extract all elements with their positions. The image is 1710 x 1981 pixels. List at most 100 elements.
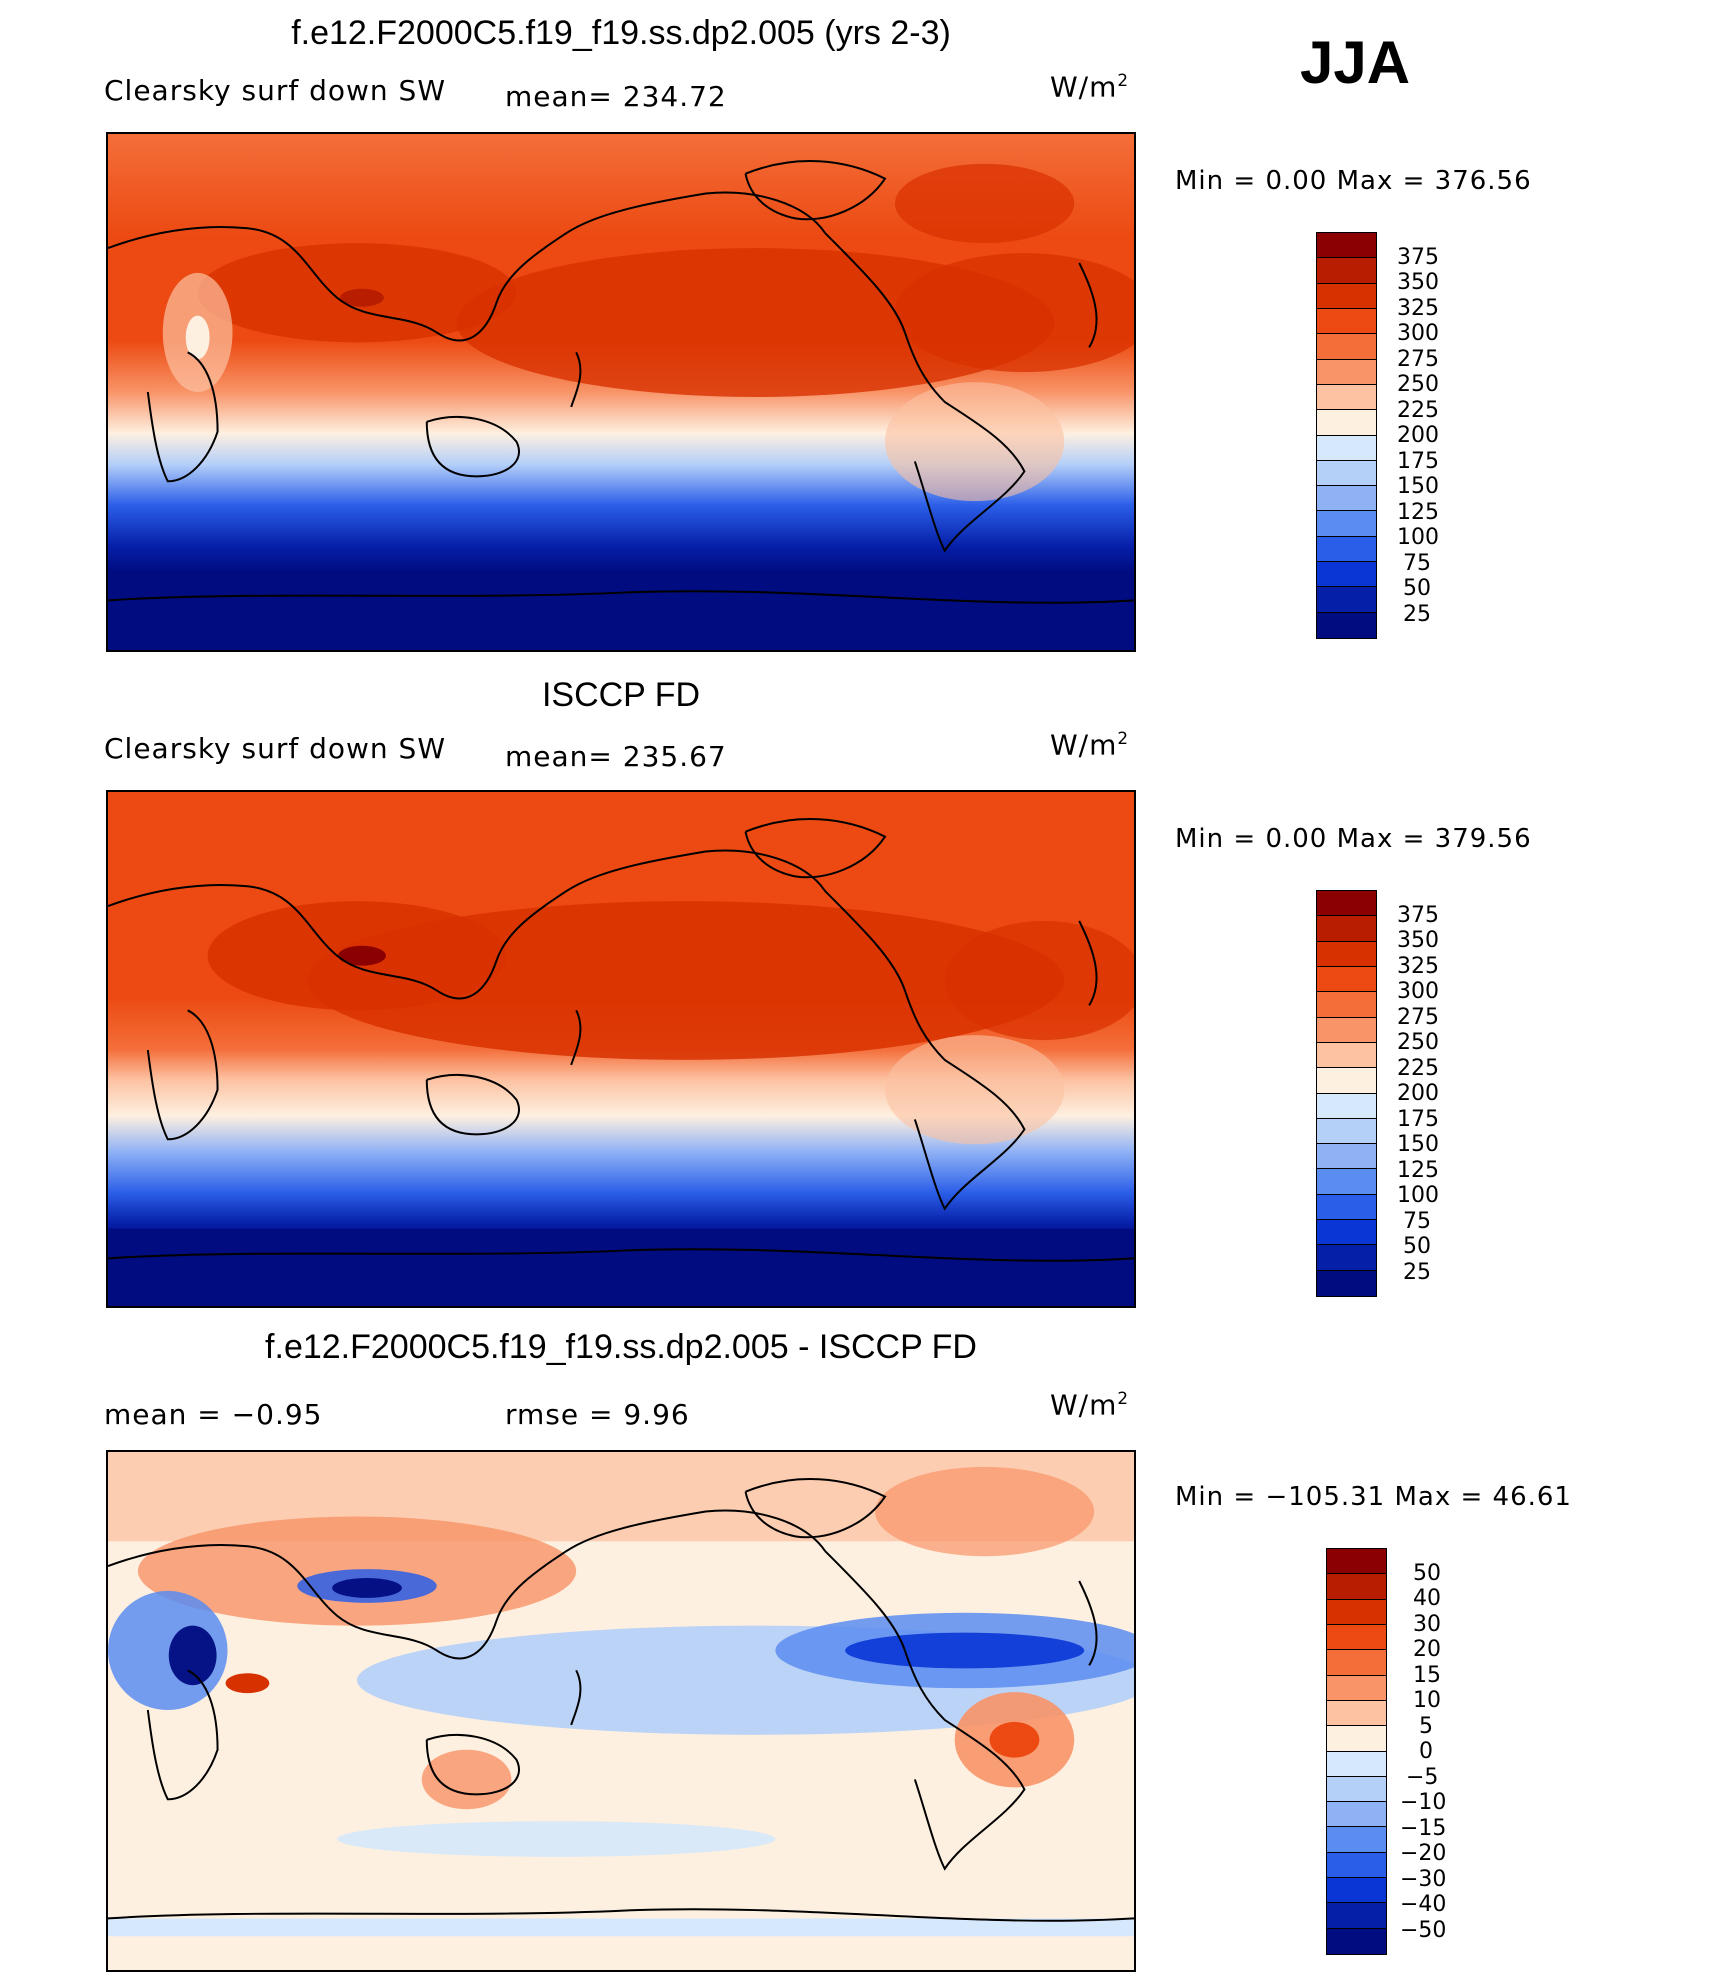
panel2-colorbar-swatch (1317, 966, 1376, 993)
panel3-colorbar-tick: −15 (1400, 1816, 1447, 1841)
panel3-colorbar-tick: −5 (1406, 1765, 1439, 1790)
panel1-colorbar-swatch (1317, 562, 1376, 588)
panel1-colorbar-swatch (1317, 359, 1376, 385)
panel3-colorbar-swatch (1327, 1751, 1386, 1777)
panel1-colorbar-tick: 375 (1397, 245, 1439, 270)
panel2-map (106, 790, 1136, 1308)
panel2-variable-label: Clearsky surf down SW (104, 732, 447, 765)
panel3-colorbar-swatch (1327, 1903, 1386, 1929)
panel3-colorbar-tick: 5 (1419, 1714, 1433, 1739)
panel3-colorbar-swatch (1327, 1827, 1386, 1853)
panel1-colorbar-tick: 100 (1397, 525, 1439, 550)
panel3-colorbar-swatch (1327, 1700, 1386, 1727)
panel2-colorbar-tick: 300 (1397, 979, 1439, 1004)
panel2-colorbar-tick: 75 (1403, 1209, 1431, 1234)
panel1-colorbar-swatch (1317, 612, 1376, 638)
panel1-colorbar-swatch (1317, 511, 1376, 537)
panel1-colorbar-tick: 50 (1403, 576, 1431, 601)
panel3-colorbar-tick: −30 (1400, 1867, 1447, 1892)
panel3-map (106, 1450, 1136, 1972)
panel2-colorbar-swatch (1317, 1042, 1376, 1069)
panel2-colorbar-swatch (1317, 941, 1376, 967)
panel2-colorbar-swatch (1317, 1144, 1376, 1170)
panel3-colorbar-swatch (1327, 1574, 1386, 1600)
panel3-mean-label: mean = −0.95 (104, 1398, 323, 1431)
panel2-colorbar-tick: 125 (1397, 1158, 1439, 1183)
panel3-units: W/m2 (1050, 1388, 1130, 1422)
season-label: JJA (1300, 29, 1411, 96)
panel1-colorbar-swatch (1317, 435, 1376, 461)
panel2-colorbar-swatch (1317, 1270, 1376, 1296)
panel2-colorbar-tick: 325 (1397, 954, 1439, 979)
panel2-colorbar-tick: 25 (1403, 1260, 1431, 1285)
panel1-colorbar-swatch (1317, 536, 1376, 563)
panel2-colorbar-swatch (1317, 1169, 1376, 1195)
panel2-colorbar-swatch (1317, 1245, 1376, 1271)
panel2-mean-label: mean= 235.67 (505, 740, 727, 773)
panel2-colorbar-tick: 250 (1397, 1030, 1439, 1055)
panel2-colorbar-swatch (1317, 1068, 1376, 1094)
panel3-colorbar-swatch (1327, 1802, 1386, 1828)
panel1-colorbar-tick: 300 (1397, 321, 1439, 346)
panel1-minmax: Min = 0.00 Max = 376.56 (1175, 166, 1532, 196)
panel1-colorbar-swatch (1317, 258, 1376, 284)
panel3-colorbar-tick: 0 (1419, 1739, 1433, 1764)
panel3-colorbar-tick: 20 (1413, 1637, 1441, 1662)
panel1-variable-label: Clearsky surf down SW (104, 74, 447, 107)
panel2-colorbar-tick: 100 (1397, 1183, 1439, 1208)
panel2-title: ISCCP FD (541, 676, 701, 714)
panel1-map (106, 132, 1136, 652)
panel2-colorbar-swatch (1317, 891, 1376, 917)
panel1-mean-label: mean= 234.72 (505, 80, 727, 113)
panel2-colorbar-swatch (1317, 1017, 1376, 1043)
panel1-colorbar-tick: 325 (1397, 296, 1439, 321)
panel1-colorbar-swatch (1317, 384, 1376, 411)
panel3-title: f.e12.F2000C5.f19_f19.ss.dp2.005 - ISCCP… (265, 1328, 977, 1366)
panel1-colorbar-swatch (1317, 283, 1376, 309)
panel3-colorbar-swatch (1327, 1599, 1386, 1625)
panel2-colorbar-tick: 375 (1397, 903, 1439, 928)
panel1-colorbar-tick: 275 (1397, 347, 1439, 372)
panel2-colorbar-swatch (1317, 1220, 1376, 1246)
panel2-colorbar-swatch (1317, 992, 1376, 1018)
panel2-colorbar-tick: 225 (1397, 1056, 1439, 1081)
panel2-minmax: Min = 0.00 Max = 379.56 (1175, 824, 1532, 854)
panel3-rmse-label: rmse = 9.96 (505, 1398, 690, 1431)
panel1-colorbar-tick: 225 (1397, 398, 1439, 423)
panel3-colorbar-swatch (1327, 1650, 1386, 1676)
panel1-colorbar (1316, 232, 1377, 639)
panel3-colorbar (1326, 1548, 1387, 1955)
panel3-colorbar-tick: −10 (1400, 1790, 1447, 1815)
panel1-colorbar-tick: 200 (1397, 423, 1439, 448)
panel1-colorbar-swatch (1317, 410, 1376, 436)
panel2-colorbar-tick: 175 (1397, 1107, 1439, 1132)
panel1-colorbar-swatch (1317, 233, 1376, 259)
panel3-colorbar-swatch (1327, 1928, 1386, 1954)
panel3-colorbar-tick: −50 (1400, 1918, 1447, 1943)
panel3-colorbar-swatch (1327, 1624, 1386, 1651)
panel3-colorbar-swatch (1327, 1852, 1386, 1879)
panel1-colorbar-tick: 175 (1397, 449, 1439, 474)
panel2-colorbar (1316, 890, 1377, 1297)
panel3-colorbar-swatch (1327, 1776, 1386, 1803)
panel2-colorbar-swatch (1317, 1118, 1376, 1145)
panel2-colorbar-tick: 200 (1397, 1081, 1439, 1106)
panel1-colorbar-tick: 125 (1397, 500, 1439, 525)
panel3-colorbar-tick: 40 (1413, 1586, 1441, 1611)
panel1-colorbar-swatch (1317, 460, 1376, 487)
panel1-colorbar-tick: 350 (1397, 270, 1439, 295)
panel1-colorbar-swatch (1317, 486, 1376, 512)
panel1-colorbar-swatch (1317, 587, 1376, 613)
panel1-colorbar-tick: 150 (1397, 474, 1439, 499)
panel1-title: f.e12.F2000C5.f19_f19.ss.dp2.005 (yrs 2-… (291, 14, 951, 52)
panel1-colorbar-swatch (1317, 308, 1376, 335)
panel3-colorbar-swatch (1327, 1549, 1386, 1575)
panel3-colorbar-tick: 15 (1413, 1663, 1441, 1688)
panel1-units: W/m2 (1050, 70, 1130, 104)
panel1-colorbar-tick: 250 (1397, 372, 1439, 397)
panel1-colorbar-tick: 75 (1403, 551, 1431, 576)
panel2-colorbar-swatch (1317, 916, 1376, 942)
panel3-colorbar-swatch (1327, 1675, 1386, 1701)
panel3-colorbar-tick: 50 (1413, 1561, 1441, 1586)
panel2-colorbar-swatch (1317, 1194, 1376, 1221)
